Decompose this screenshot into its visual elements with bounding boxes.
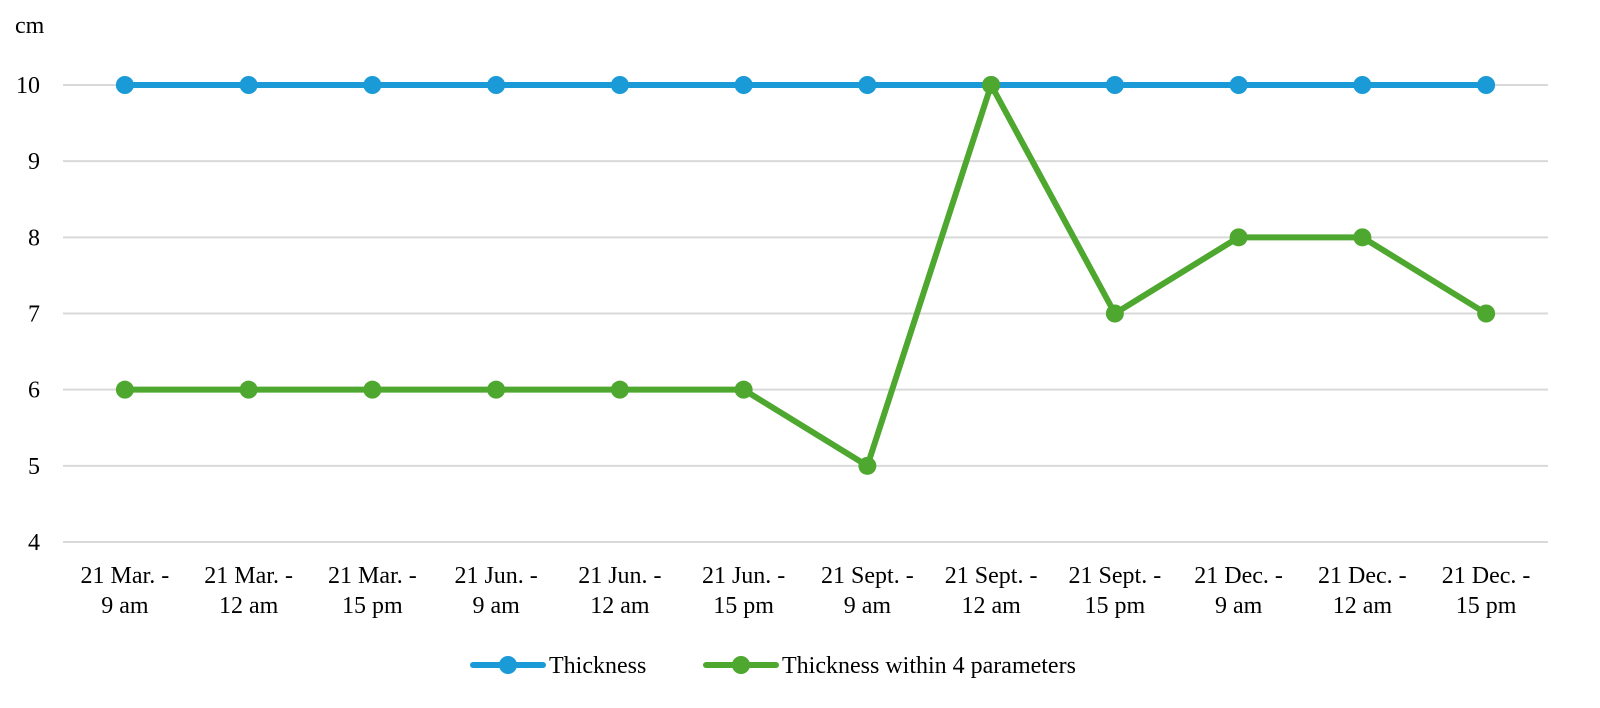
x-tick-label: 15 pm <box>1085 593 1146 619</box>
x-tick-label: 15 pm <box>1456 593 1517 619</box>
x-tick-label: 21 Dec. - <box>1318 563 1407 589</box>
x-tick-label: 9 am <box>101 593 149 619</box>
data-point <box>363 380 382 399</box>
data-point <box>239 76 258 94</box>
x-tick-label: 21 Jun. - <box>454 563 537 589</box>
data-point <box>1477 76 1496 94</box>
y-axis-tick-labels: 4 5 6 7 8 9 10 <box>16 73 40 556</box>
legend-swatch-marker <box>499 656 517 674</box>
x-tick-label: 12 am <box>961 593 1021 619</box>
series <box>115 76 1496 475</box>
data-point <box>363 76 382 94</box>
data-point <box>610 76 629 94</box>
data-point <box>1477 304 1496 323</box>
x-tick-label: 12 am <box>1333 593 1393 619</box>
series-line <box>121 82 1490 469</box>
data-point <box>1353 228 1372 247</box>
x-tick-label: 21 Jun. - <box>702 563 785 589</box>
x-tick-label: 9 am <box>844 593 892 619</box>
x-tick-label: 15 pm <box>342 593 403 619</box>
data-point <box>239 380 258 399</box>
x-tick-label: 21 Dec. - <box>1194 563 1283 589</box>
x-tick-label: 12 am <box>219 593 279 619</box>
x-tick-label: 21 Sept. - <box>1069 563 1162 589</box>
legend-label: Thickness <box>549 653 646 679</box>
data-point <box>1353 76 1372 94</box>
legend-label: Thickness within 4 parameters <box>782 653 1076 679</box>
x-tick-label: 21 Sept. - <box>821 563 914 589</box>
data-point <box>115 380 134 399</box>
data-point <box>1105 76 1124 94</box>
data-point <box>1229 228 1248 247</box>
x-tick-label: 21 Mar. - <box>81 563 170 589</box>
x-tick-label: 21 Mar. - <box>204 563 293 589</box>
y-tick-label: 6 <box>28 378 40 404</box>
data-point <box>610 380 629 399</box>
x-tick-label: 21 Jun. - <box>578 563 661 589</box>
data-point <box>487 76 506 94</box>
x-tick-label: 21 Dec. - <box>1442 563 1531 589</box>
x-tick-label: 12 am <box>590 593 650 619</box>
legend: Thickness Thickness within 4 parameters <box>470 653 1076 679</box>
data-point <box>858 76 877 94</box>
series-1 <box>115 76 1496 94</box>
data-point <box>115 76 134 94</box>
legend-item: Thickness <box>470 653 646 679</box>
y-tick-label: 4 <box>28 530 40 556</box>
legend-swatch-marker <box>732 656 750 674</box>
y-tick-label: 8 <box>28 225 40 251</box>
y-tick-label: 7 <box>28 302 40 328</box>
y-tick-label: 5 <box>28 454 40 480</box>
y-axis-label: cm <box>15 13 45 39</box>
y-tick-label: 10 <box>16 73 40 99</box>
x-tick-label: 9 am <box>472 593 520 619</box>
gridlines <box>63 84 1548 543</box>
y-tick-label: 9 <box>28 149 40 175</box>
data-point <box>1105 304 1124 323</box>
data-point <box>982 76 1001 94</box>
data-point <box>858 456 877 475</box>
data-point <box>487 380 506 399</box>
data-point <box>734 380 753 399</box>
x-tick-label: 21 Mar. - <box>328 563 417 589</box>
data-point <box>1229 76 1248 94</box>
x-tick-label: 15 pm <box>713 593 774 619</box>
x-axis-tick-labels: 21 Mar. - 9 am 21 Mar. - 12 am 21 Mar. - 15 p… <box>81 563 1531 619</box>
series-2 <box>115 76 1496 475</box>
x-tick-label: 21 Sept. - <box>945 563 1038 589</box>
x-tick-label: 9 am <box>1215 593 1263 619</box>
legend-item: Thickness within 4 parameters <box>703 653 1076 679</box>
data-point <box>734 76 753 94</box>
